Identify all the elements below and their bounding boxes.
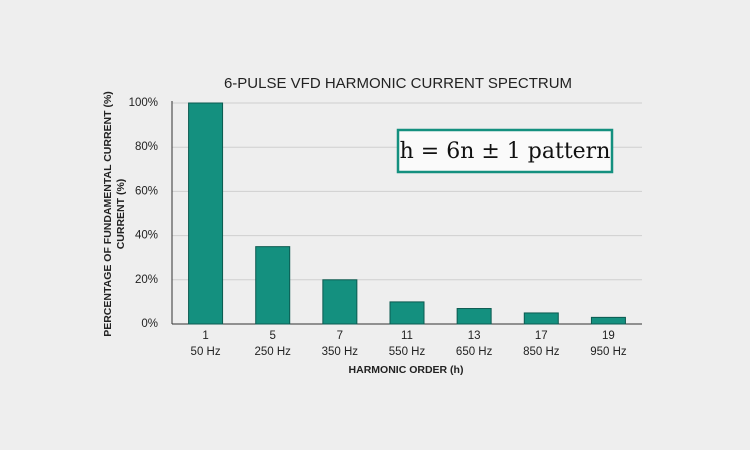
x-tick-label: 11 [401, 330, 413, 342]
x-tick-label: 7 [337, 330, 343, 342]
x-tick-sublabel: 50 Hz [191, 346, 221, 358]
bar [322, 279, 358, 325]
y-tick-label: 40% [135, 230, 158, 242]
annotation: h = 6n ± 1 pattern [400, 139, 611, 164]
x-tick-sublabel: 550 Hz [389, 346, 426, 358]
bar [188, 102, 224, 325]
y-tick-label: 100% [129, 97, 158, 109]
x-tick-label: 13 [468, 330, 481, 342]
x-tick-label: 17 [535, 330, 548, 342]
y-tick-label: 60% [135, 185, 158, 197]
bar [523, 312, 559, 325]
x-tick-label: 5 [270, 330, 276, 342]
x-axis-label: HARMONIC ORDER (h) [349, 364, 464, 376]
bar [255, 246, 291, 325]
chart-title: 6-PULSE VFD HARMONIC CURRENT SPECTRUM [224, 75, 572, 92]
x-tick-sublabel: 850 Hz [523, 346, 560, 358]
bar [590, 316, 626, 325]
bar [456, 308, 492, 325]
y-axis-label: CURRENT (%) [115, 179, 127, 250]
y-axis-label: PERCENTAGE OF FUNDAMENTAL CURRENT (%) [102, 91, 114, 337]
y-tick-label: 80% [135, 141, 158, 153]
x-tick-sublabel: 950 Hz [590, 346, 627, 358]
bar [389, 301, 425, 325]
x-tick-sublabel: 350 Hz [322, 346, 359, 358]
x-tick-sublabel: 650 Hz [456, 346, 493, 358]
x-tick-sublabel: 250 Hz [254, 346, 291, 358]
annotation-box [396, 128, 614, 174]
y-tick-label: 0% [141, 318, 158, 330]
x-tick-label: 1 [202, 330, 208, 342]
x-tick-label: 19 [602, 330, 615, 342]
y-tick-label: 20% [135, 274, 158, 286]
